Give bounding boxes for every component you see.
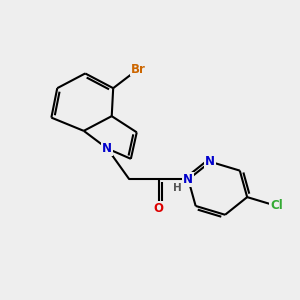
Text: Br: Br — [131, 62, 146, 76]
Text: H: H — [173, 183, 182, 193]
Text: O: O — [154, 202, 164, 215]
Text: N: N — [206, 155, 215, 168]
Text: Cl: Cl — [270, 200, 283, 212]
Text: N: N — [102, 142, 112, 155]
Text: N: N — [183, 173, 193, 186]
